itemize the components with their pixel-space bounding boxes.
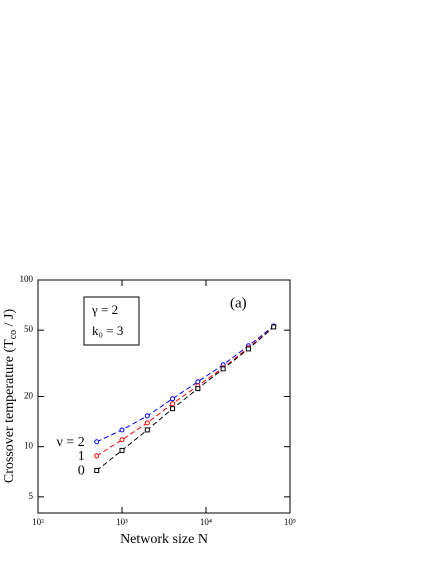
marker: [170, 406, 176, 412]
y-tick-label: 10: [24, 441, 34, 451]
marker: [144, 427, 150, 433]
series-label: 0: [78, 464, 85, 479]
series-label: ν = 2: [56, 435, 84, 450]
marker: [220, 366, 226, 372]
marker: [195, 386, 201, 392]
marker: [144, 413, 150, 419]
series-line: [96, 326, 275, 457]
y-tick-label: 5: [29, 491, 34, 501]
x-tick-label: 10⁴: [200, 517, 212, 527]
y-axis-label: Crossover temperature (Tco / J): [2, 309, 19, 484]
x-tick-label: 10³: [116, 517, 128, 527]
series-label: 1: [78, 449, 85, 464]
marker: [94, 467, 100, 473]
marker: [119, 437, 125, 443]
y-tick-label: 20: [24, 391, 34, 401]
annotation-box: [83, 296, 140, 346]
y-axis-label-sub: co: [8, 330, 19, 339]
series-line: [96, 325, 275, 443]
marker: [144, 420, 150, 426]
marker: [170, 401, 176, 407]
y-tick-label: 50: [24, 324, 34, 334]
marker: [94, 453, 100, 459]
annotation: γ = 2: [91, 302, 118, 317]
marker: [170, 396, 176, 402]
marker: [119, 427, 125, 433]
x-tick-label: 10⁵: [284, 517, 296, 527]
marker: [271, 324, 277, 330]
y-axis-label-end: / J): [2, 309, 17, 330]
plot-frame: [37, 279, 291, 514]
series-line: [96, 326, 275, 471]
marker: [94, 439, 100, 445]
x-axis-label: Network size N: [120, 532, 208, 547]
marker: [245, 346, 251, 352]
marker: [119, 447, 125, 453]
annotation: k₀ = 3: [92, 323, 123, 338]
panel-label: (a): [230, 295, 247, 311]
marker: [195, 379, 201, 385]
y-tick-label: 100: [20, 274, 34, 284]
y-axis-label-main: Crossover temperature (T: [2, 339, 17, 483]
x-tick-label: 10²: [32, 517, 44, 527]
